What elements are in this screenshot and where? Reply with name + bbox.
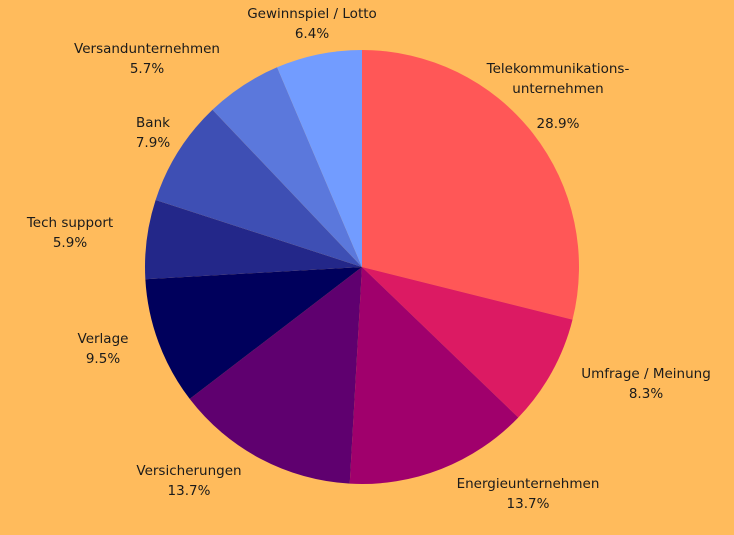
slice-label-line: unternehmen — [512, 81, 603, 97]
slice-label: Versandunternehmen — [74, 41, 220, 57]
slice-label-line: Bank — [136, 115, 170, 131]
pie-slice — [189, 267, 362, 484]
slice-value-label: 7.9% — [136, 135, 170, 151]
slice-label: Versicherungen — [136, 463, 241, 479]
slice-value-label: 9.5% — [86, 351, 120, 367]
slice-label: Gewinnspiel / Lotto — [247, 6, 377, 22]
slice-value-label: 5.9% — [53, 235, 87, 251]
pie-slice — [362, 50, 580, 320]
slice-label-line: Versandunternehmen — [74, 41, 220, 57]
pie-slice — [277, 50, 362, 267]
slice-label: Umfrage / Meinung — [581, 366, 711, 382]
slice-label-line: Verlage — [78, 331, 129, 347]
slice-label-line: Versicherungen — [136, 463, 241, 479]
pie-slice — [145, 267, 362, 399]
slice-label: Tech support — [26, 215, 113, 231]
pie-labels: Telekommunikations-unternehmen 28.9% Umfra… — [26, 6, 711, 512]
pie-slice — [212, 67, 362, 267]
slice-label-line: Tech support — [26, 215, 113, 231]
slice-label: Verlage — [78, 331, 129, 347]
slice-label: Telekommunikations-unternehmen — [486, 61, 630, 97]
slice-label-line: Gewinnspiel / Lotto — [247, 6, 377, 22]
slice-label: Energieunternehmen — [457, 476, 600, 492]
pie-slice — [362, 267, 573, 418]
slice-label: Bank — [136, 115, 170, 131]
pie-slice — [349, 267, 519, 484]
pie-slice — [145, 199, 362, 280]
slice-label-line: Umfrage / Meinung — [581, 366, 711, 382]
pie-slice — [155, 109, 362, 267]
slice-value-label: 28.9% — [537, 116, 580, 132]
slice-value-label: 13.7% — [168, 483, 211, 499]
slice-value-label: 13.7% — [507, 496, 550, 512]
slice-value-label: 5.7% — [130, 61, 164, 77]
slice-label-line: Energieunternehmen — [457, 476, 600, 492]
slice-value-label: 6.4% — [295, 26, 329, 42]
pie-slices — [145, 50, 580, 484]
slice-label-line: Telekommunikations- — [486, 61, 630, 77]
slice-value-label: 8.3% — [629, 386, 663, 402]
